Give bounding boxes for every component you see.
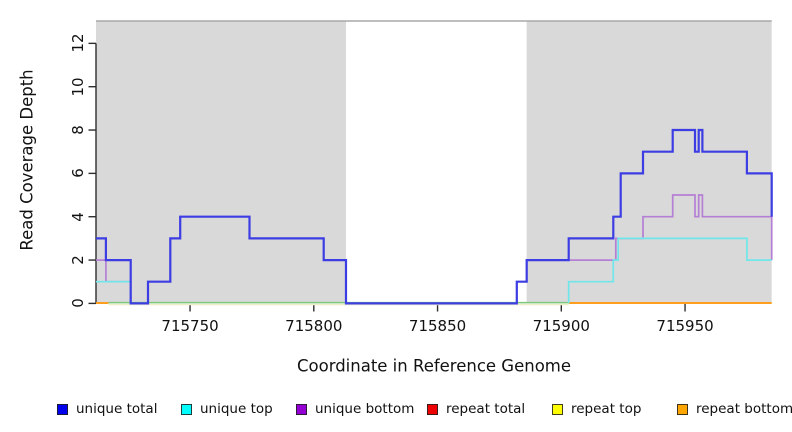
legend-item-unique-total: unique total [57,398,157,420]
gap-region [345,21,527,303]
y-tick-label: 8 [69,125,87,135]
legend-swatch-icon [552,403,563,415]
y-tick-label: 12 [69,33,87,53]
y-tick-label: 0 [69,298,87,309]
legend-label: unique bottom [315,401,415,417]
legend-label: repeat total [446,401,526,417]
legend-item-unique-bottom: unique bottom [296,398,414,420]
series-unique-total [96,128,773,305]
x-tick-label: 715750 [161,317,219,335]
legend-item-repeat-top: repeat top [552,398,641,420]
x-axis-title: Coordinate in Reference Genome [296,356,572,376]
legend-item-repeat-total: repeat total [427,398,525,420]
x-tick-label: 715850 [408,317,467,335]
y-tick-label: 4 [69,211,87,222]
legend-swatch-icon [677,403,688,415]
legend-swatch-icon [57,403,68,415]
x-tick-label: 715950 [656,317,714,335]
legend-label: unique top [200,401,273,417]
y-axis-title: Read Coverage Depth [17,69,37,251]
y-tick-label: 2 [69,255,87,265]
x-tick-label: 715900 [532,317,590,335]
legend-swatch-icon [181,403,192,415]
plot-canvas [88,20,773,312]
y-tick-label: 10 [69,77,87,97]
legend-swatch-icon [296,403,307,415]
x-tick-label: 715800 [285,317,343,335]
series-unique-top [567,237,772,304]
legend-item-unique-top: unique top [181,398,273,420]
legend-item-repeat-bottom: repeat bottom [677,398,792,420]
legend-label: repeat bottom [696,401,792,417]
legend-label: unique total [76,401,158,417]
y-tick-label: 6 [69,168,87,179]
covered-region-right [526,21,772,303]
covered-region-left [96,21,346,303]
legend-label: repeat top [571,401,642,417]
legend-swatch-icon [427,403,438,415]
